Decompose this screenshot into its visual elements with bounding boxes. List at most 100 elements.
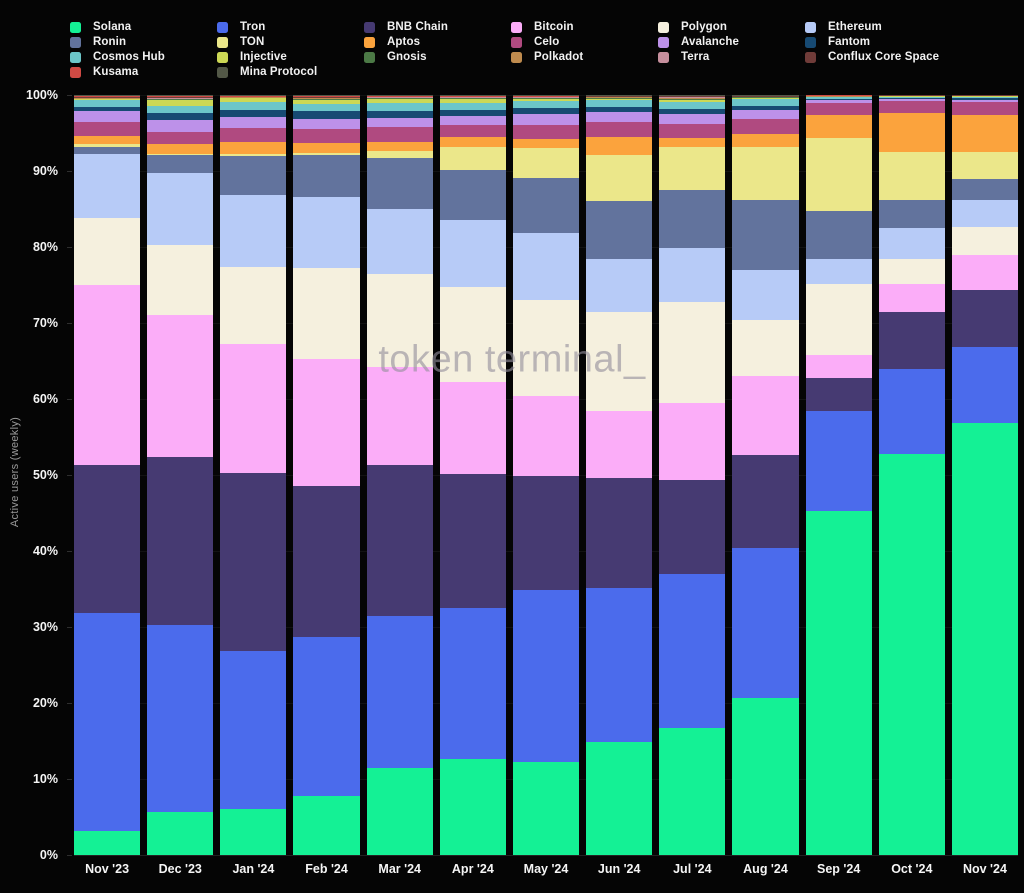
legend-item-celo[interactable]: Celo [511, 36, 658, 48]
segment-bitcoin-jul-24[interactable] [659, 402, 726, 480]
legend-item-injective[interactable]: Injective [217, 51, 364, 63]
segment-ton-oct-24[interactable] [878, 152, 945, 200]
segment-celo-nov-24[interactable] [951, 101, 1019, 115]
segment-aptos-jan-24[interactable] [220, 142, 287, 154]
segment-fantom-sep-24[interactable] [805, 98, 872, 100]
segment-fantom-jun-24[interactable] [586, 107, 653, 112]
segment-solana-may-24[interactable] [512, 761, 580, 855]
segment-polygon-dec-23[interactable] [147, 244, 214, 316]
segment-bitcoin-jun-24[interactable] [586, 411, 653, 479]
segment-tron-aug-24[interactable] [732, 547, 799, 698]
segment-injective-nov-23[interactable] [74, 99, 141, 101]
segment-ethereum-jun-24[interactable] [586, 259, 653, 312]
segment-bnb-chain-jun-24[interactable] [586, 478, 653, 588]
segment-ethereum-nov-24[interactable] [951, 199, 1019, 227]
segment-celo-jul-24[interactable] [659, 123, 726, 139]
segment-polkadot-feb-24[interactable] [293, 98, 360, 99]
segment-solana-jul-24[interactable] [659, 728, 726, 855]
legend-item-ronin[interactable]: Ronin [70, 36, 217, 48]
segment-fantom-oct-24[interactable] [878, 98, 945, 99]
segment-tron-dec-23[interactable] [147, 624, 214, 812]
segment-ton-feb-24[interactable] [293, 152, 360, 156]
segment-polygon-may-24[interactable] [512, 300, 580, 396]
segment-ronin-mar-24[interactable] [366, 158, 433, 210]
segment-bnb-chain-nov-24[interactable] [951, 290, 1019, 347]
segment-solana-jan-24[interactable] [220, 809, 287, 855]
segment-ton-jun-24[interactable] [586, 155, 653, 202]
segment-aptos-oct-24[interactable] [878, 113, 945, 153]
segment-ronin-oct-24[interactable] [878, 199, 945, 229]
segment-cosmos-hub-mar-24[interactable] [366, 103, 433, 112]
segment-polygon-nov-24[interactable] [951, 226, 1019, 255]
segment-gnosis-aug-24[interactable] [732, 97, 799, 99]
segment-conflux-core-space-nov-23[interactable] [74, 97, 141, 98]
segment-gnosis-nov-23[interactable] [74, 98, 141, 100]
segment-conflux-core-space-aug-24[interactable] [732, 95, 799, 97]
segment-bnb-chain-sep-24[interactable] [805, 377, 872, 412]
segment-injective-feb-24[interactable] [293, 99, 360, 105]
segment-kusama-dec-23[interactable] [147, 96, 214, 98]
segment-conflux-core-space-apr-24[interactable] [439, 96, 506, 98]
segment-kusama-apr-24[interactable] [439, 95, 506, 97]
segment-celo-jan-24[interactable] [220, 127, 287, 143]
segment-gnosis-mar-24[interactable] [366, 98, 433, 99]
segment-solana-feb-24[interactable] [293, 796, 360, 855]
segment-fantom-apr-24[interactable] [439, 109, 506, 116]
segment-aptos-nov-24[interactable] [951, 114, 1019, 153]
segment-cosmos-hub-jul-24[interactable] [659, 101, 726, 109]
segment-polygon-jun-24[interactable] [586, 311, 653, 412]
segment-ethereum-feb-24[interactable] [293, 196, 360, 268]
segment-bnb-chain-jul-24[interactable] [659, 479, 726, 574]
segment-fantom-nov-23[interactable] [74, 106, 141, 112]
segment-cosmos-hub-nov-23[interactable] [74, 100, 141, 107]
segment-polygon-apr-24[interactable] [439, 286, 506, 382]
segment-polygon-mar-24[interactable] [366, 273, 433, 368]
segment-ton-nov-23[interactable] [74, 144, 141, 147]
segment-kusama-jul-24[interactable] [659, 95, 726, 97]
segment-bitcoin-nov-23[interactable] [74, 285, 141, 466]
legend-item-polygon[interactable]: Polygon [658, 21, 805, 33]
segment-ton-nov-24[interactable] [951, 152, 1019, 180]
segment-bitcoin-oct-24[interactable] [878, 283, 945, 312]
segment-polygon-jan-24[interactable] [220, 266, 287, 345]
segment-aptos-may-24[interactable] [512, 139, 580, 149]
segment-cosmos-hub-dec-23[interactable] [147, 105, 214, 113]
segment-gnosis-dec-23[interactable] [147, 98, 214, 100]
legend-item-tron[interactable]: Tron [217, 21, 364, 33]
segment-bnb-chain-aug-24[interactable] [732, 454, 799, 548]
segment-aptos-nov-23[interactable] [74, 136, 141, 145]
segment-avalanche-may-24[interactable] [512, 114, 580, 125]
segment-aptos-dec-23[interactable] [147, 143, 214, 154]
segment-avalanche-dec-23[interactable] [147, 120, 214, 132]
segment-ronin-dec-23[interactable] [147, 155, 214, 174]
segment-cosmos-hub-feb-24[interactable] [293, 104, 360, 112]
segment-tron-may-24[interactable] [512, 589, 580, 762]
segment-avalanche-feb-24[interactable] [293, 118, 360, 129]
segment-gnosis-feb-24[interactable] [293, 98, 360, 100]
segment-ton-sep-24[interactable] [805, 138, 872, 212]
segment-gnosis-jul-24[interactable] [659, 98, 726, 100]
segment-kusama-nov-23[interactable] [74, 95, 141, 98]
segment-aptos-apr-24[interactable] [439, 136, 506, 147]
legend-item-terra[interactable]: Terra [658, 51, 805, 63]
segment-avalanche-sep-24[interactable] [805, 99, 872, 104]
segment-tron-jan-24[interactable] [220, 650, 287, 810]
segment-avalanche-mar-24[interactable] [366, 117, 433, 128]
segment-celo-feb-24[interactable] [293, 128, 360, 143]
segment-solana-oct-24[interactable] [878, 454, 945, 855]
legend-item-bitcoin[interactable]: Bitcoin [511, 21, 658, 33]
segment-polkadot-jul-24[interactable] [659, 97, 726, 99]
segment-mina-protocol-feb-24[interactable] [293, 95, 360, 96]
segment-tron-apr-24[interactable] [439, 608, 506, 760]
legend-item-ton[interactable]: TON [217, 36, 364, 48]
segment-gnosis-may-24[interactable] [512, 98, 580, 99]
segment-tron-feb-24[interactable] [293, 636, 360, 797]
segment-bnb-chain-oct-24[interactable] [878, 311, 945, 369]
segment-celo-aug-24[interactable] [732, 118, 799, 134]
segment-fantom-dec-23[interactable] [147, 112, 214, 121]
segment-kusama-may-24[interactable] [512, 95, 580, 97]
segment-avalanche-jun-24[interactable] [586, 111, 653, 122]
segment-ronin-jul-24[interactable] [659, 190, 726, 248]
segment-mina-protocol-dec-23[interactable] [147, 95, 214, 97]
segment-ton-jan-24[interactable] [220, 153, 287, 156]
